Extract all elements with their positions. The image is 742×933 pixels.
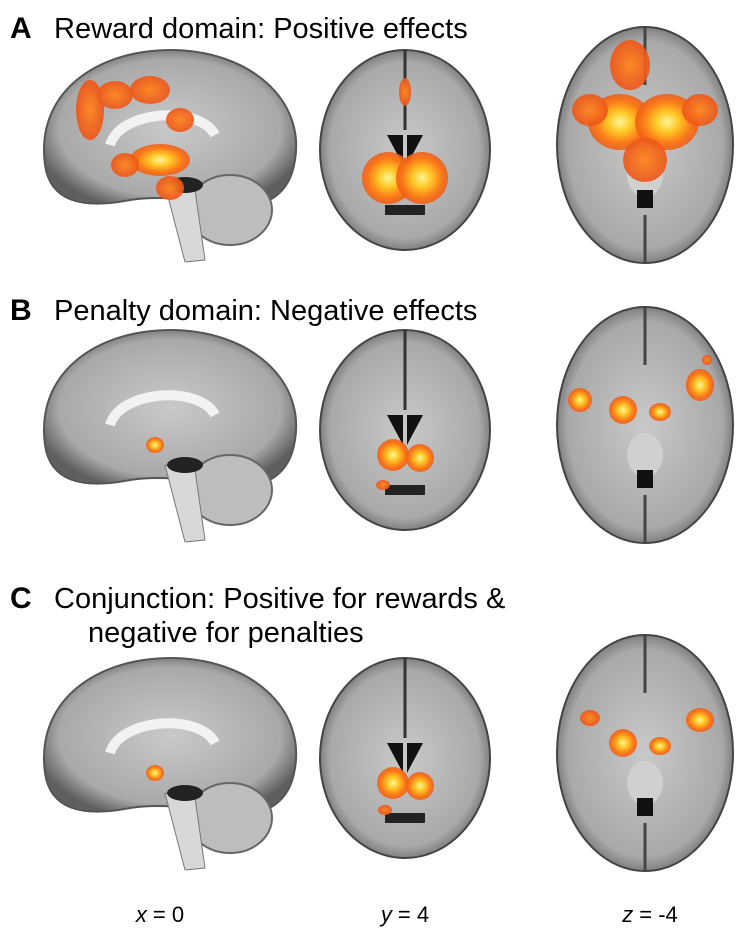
panel-label: A — [10, 12, 32, 45]
panel-label: C — [10, 582, 32, 615]
coordinate-value: = 4 — [398, 902, 429, 927]
activation — [686, 708, 714, 732]
coordinate-variable: y — [379, 902, 394, 927]
base — [385, 205, 425, 215]
activation — [610, 40, 650, 90]
panel: A Reward domain: Positive effects — [10, 12, 733, 263]
activation — [702, 355, 712, 365]
activation — [406, 444, 434, 472]
dark-gap — [167, 457, 203, 473]
column-label: z= -4 — [621, 902, 678, 927]
activation — [156, 176, 184, 200]
activation — [609, 729, 637, 757]
panel-label: B — [10, 294, 32, 327]
coordinate-variable: x — [135, 902, 148, 927]
aqueduct — [637, 190, 653, 208]
figure: A Reward domain: Positive effects B Penalty… — [0, 0, 742, 933]
activation — [377, 767, 409, 799]
activation — [406, 772, 434, 800]
activation — [682, 94, 718, 126]
activation — [378, 805, 392, 815]
activation — [568, 388, 592, 412]
activation — [649, 737, 671, 755]
aqueduct — [637, 470, 653, 488]
activation — [609, 396, 637, 424]
base — [385, 813, 425, 823]
coordinate-value: = -4 — [639, 902, 678, 927]
page: A Reward domain: Positive effects B Penalty… — [0, 0, 742, 933]
activation — [130, 76, 170, 104]
activation — [686, 369, 714, 401]
activation — [649, 403, 671, 421]
activation — [146, 437, 164, 453]
activation — [130, 144, 190, 176]
panel-title: Penalty domain: Negative effects — [54, 295, 477, 327]
activation — [111, 153, 139, 177]
panel: C Conjunction: Positive for rewards &nega… — [10, 582, 733, 871]
column-label: x= 0 — [135, 902, 184, 927]
activation — [376, 480, 390, 490]
activation — [623, 138, 667, 182]
activation — [572, 94, 608, 126]
base — [385, 485, 425, 495]
panel: B Penalty domain: Negative effects — [10, 294, 733, 543]
panel-title: Reward domain: Positive effects — [54, 13, 468, 45]
activation — [146, 765, 164, 781]
coordinate-variable: z — [621, 902, 633, 927]
panel-title: Conjunction: Positive for rewards & — [54, 583, 505, 615]
activation — [580, 710, 600, 726]
coordinate-value: = 0 — [153, 902, 184, 927]
activation — [396, 152, 448, 204]
aqueduct — [637, 798, 653, 816]
panel-title: negative for penalties — [88, 617, 364, 649]
activation — [399, 78, 411, 106]
activation — [166, 108, 194, 132]
activation — [97, 81, 133, 109]
column-label: y= 4 — [379, 902, 429, 927]
dark-gap — [167, 785, 203, 801]
activation — [377, 439, 409, 471]
